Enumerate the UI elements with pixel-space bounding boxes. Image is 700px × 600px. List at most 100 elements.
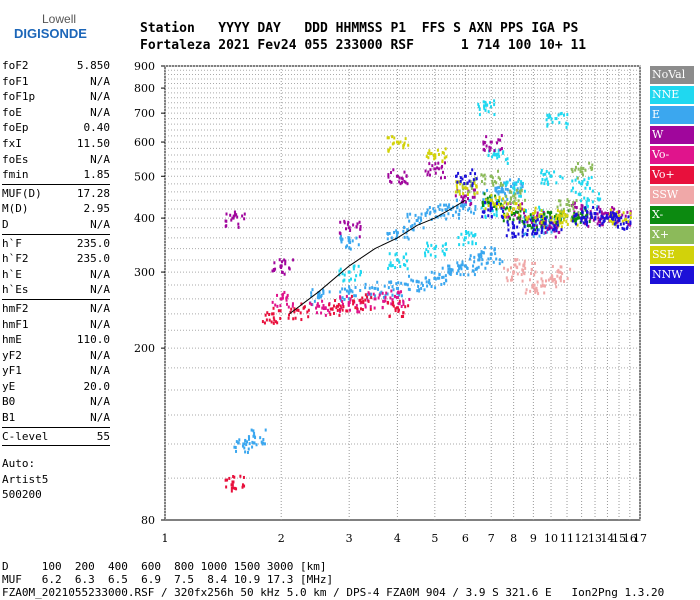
auto-line1: Auto: [2,457,36,471]
echo-mark [381,306,384,310]
logo-line1: Lowell [42,12,77,26]
legend-item-sse: SSE [650,246,694,264]
echo-mark [403,282,406,286]
echo-mark [441,266,444,270]
echo-mark [541,283,544,287]
echo-mark [517,199,520,203]
echo-mark [584,206,587,210]
echo-mark [484,207,487,211]
echo-mark [442,275,445,279]
data-point [433,276,437,280]
echo-mark [253,431,256,435]
echo-mark [391,303,394,307]
echo-mark [497,202,500,206]
echo-mark [591,189,594,193]
echo-mark [629,210,632,214]
echo-mark [413,222,416,226]
echo-mark [597,192,600,196]
echo-mark [497,169,500,173]
data-point [531,218,535,222]
echo-mark [554,281,557,285]
echo-mark [629,216,632,220]
echo-mark [378,293,381,297]
param-row: foF1 N/A [2,74,110,90]
echo-mark [583,196,586,200]
echo-mark [496,190,499,194]
echo-mark [306,310,309,314]
echo-mark [461,263,464,267]
echo-mark [532,228,535,232]
echo-mark [374,294,377,298]
echo-mark [448,272,451,276]
echo-mark [615,215,618,219]
echo-mark [553,229,556,233]
echo-mark [376,287,379,291]
param-value: N/A [90,74,110,88]
y-tick-label: 600 [134,136,155,149]
param-divider [2,445,110,447]
echo-mark [386,237,389,241]
echo-mark [502,205,505,209]
echo-mark [524,291,527,295]
echo-mark [623,227,626,231]
echo-mark [483,105,486,109]
echo-mark [406,215,409,219]
echo-mark [609,208,612,212]
echo-mark [548,224,551,228]
echo-mark [521,228,524,232]
echo-mark [531,261,534,265]
echo-mark [474,242,477,246]
param-row: yF1 N/A [2,363,110,379]
echo-mark [533,283,536,287]
echo-mark [416,289,419,293]
echo-mark [581,211,584,215]
echo-mark [353,264,356,268]
echo-mark [603,217,606,221]
echo-mark [482,191,485,195]
echo-mark [488,145,491,149]
echo-mark [509,196,512,200]
series-ssw [503,258,572,296]
data-point [463,182,467,186]
param-row: hmF2 N/A [2,301,110,317]
echo-mark [597,205,600,209]
echo-mark [475,177,478,181]
echo-mark [573,219,576,223]
echo-mark [430,270,433,274]
data-point [433,209,437,213]
echo-mark [490,193,493,197]
echo-mark [450,208,453,212]
echo-mark [308,301,311,305]
x-tick-label: 17 [633,532,647,545]
echo-mark [424,276,427,280]
echo-mark [348,236,351,240]
parameter-panel: foF2 5.850 foF1 N/A foF1p N/A foE N/A foEp 0.40 fx… [2,58,110,503]
echo-mark [310,291,313,295]
echo-mark [442,151,445,155]
echo-mark [415,279,418,283]
echo-mark [460,232,463,236]
echo-mark [299,311,302,315]
echo-mark [577,211,580,215]
data-point [605,211,609,215]
echo-mark [440,213,443,217]
echo-mark [624,214,627,218]
echo-mark [498,205,501,209]
echo-mark [538,234,541,238]
echo-mark [484,200,487,204]
echo-mark [402,146,405,150]
echo-mark [322,291,325,295]
param-divider [2,183,110,185]
echo-mark [511,231,514,235]
echo-mark [551,279,554,283]
echo-mark [565,121,568,125]
echo-mark [549,174,552,178]
echo-mark [534,222,537,226]
echo-mark [534,216,537,220]
echo-mark [485,198,488,202]
param-key: C-level [2,429,49,443]
echo-mark [352,267,355,271]
echo-mark [577,167,580,171]
echo-mark [542,215,545,219]
echo-mark [559,275,562,279]
